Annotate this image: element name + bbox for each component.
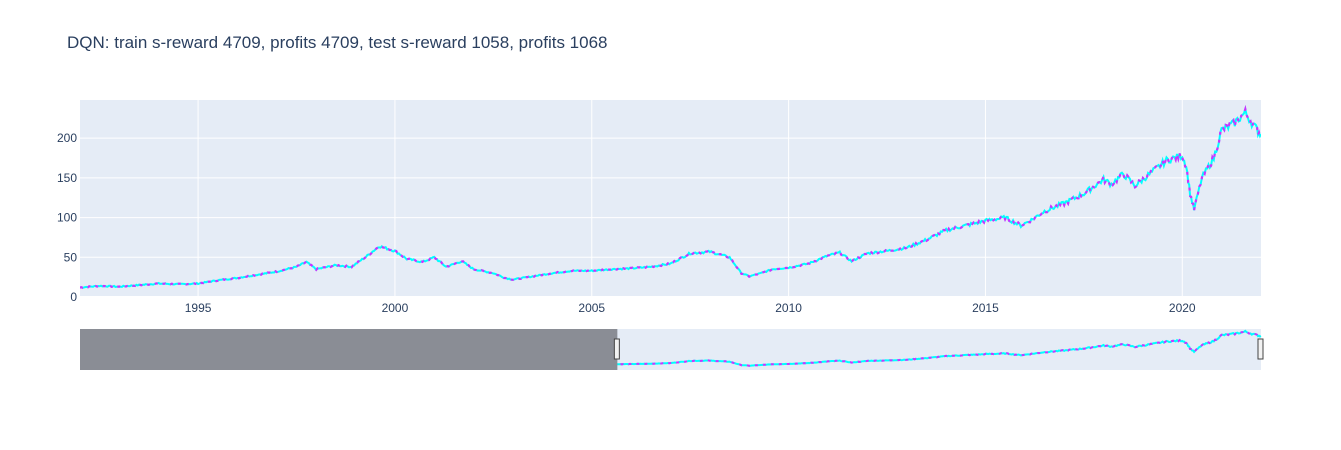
main-price-trace [80,104,1261,289]
y-tick-label: 0 [70,290,77,304]
range-slider-right-handle[interactable] [1257,338,1264,360]
y-axis-ticks: 0 50 100 150 200 [57,131,77,304]
x-tick-label: 1995 [185,301,212,315]
x-tick-label: 2020 [1169,301,1196,315]
x-tick-label: 2010 [775,301,802,315]
y-tick-label: 100 [57,211,77,225]
mini-action-markers [80,329,1262,370]
range-slider-left-handle[interactable] [613,338,620,360]
y-tick-label: 200 [57,131,77,145]
x-tick-label: 2005 [578,301,605,315]
action-markers [80,104,1261,289]
y-tick-label: 150 [57,171,77,185]
x-tick-label: 2015 [972,301,999,315]
range-slider-mask[interactable] [80,329,618,370]
chart-title: DQN: train s-reward 4709, profits 4709, … [67,33,608,52]
y-tick-label: 50 [64,250,78,264]
x-axis-ticks: 1995 2000 2005 2010 2015 2020 [185,301,1196,315]
grid-lines [80,100,1261,298]
x-tick-label: 2000 [382,301,409,315]
plot-background [80,100,1261,297]
range-slider[interactable] [80,329,1264,370]
